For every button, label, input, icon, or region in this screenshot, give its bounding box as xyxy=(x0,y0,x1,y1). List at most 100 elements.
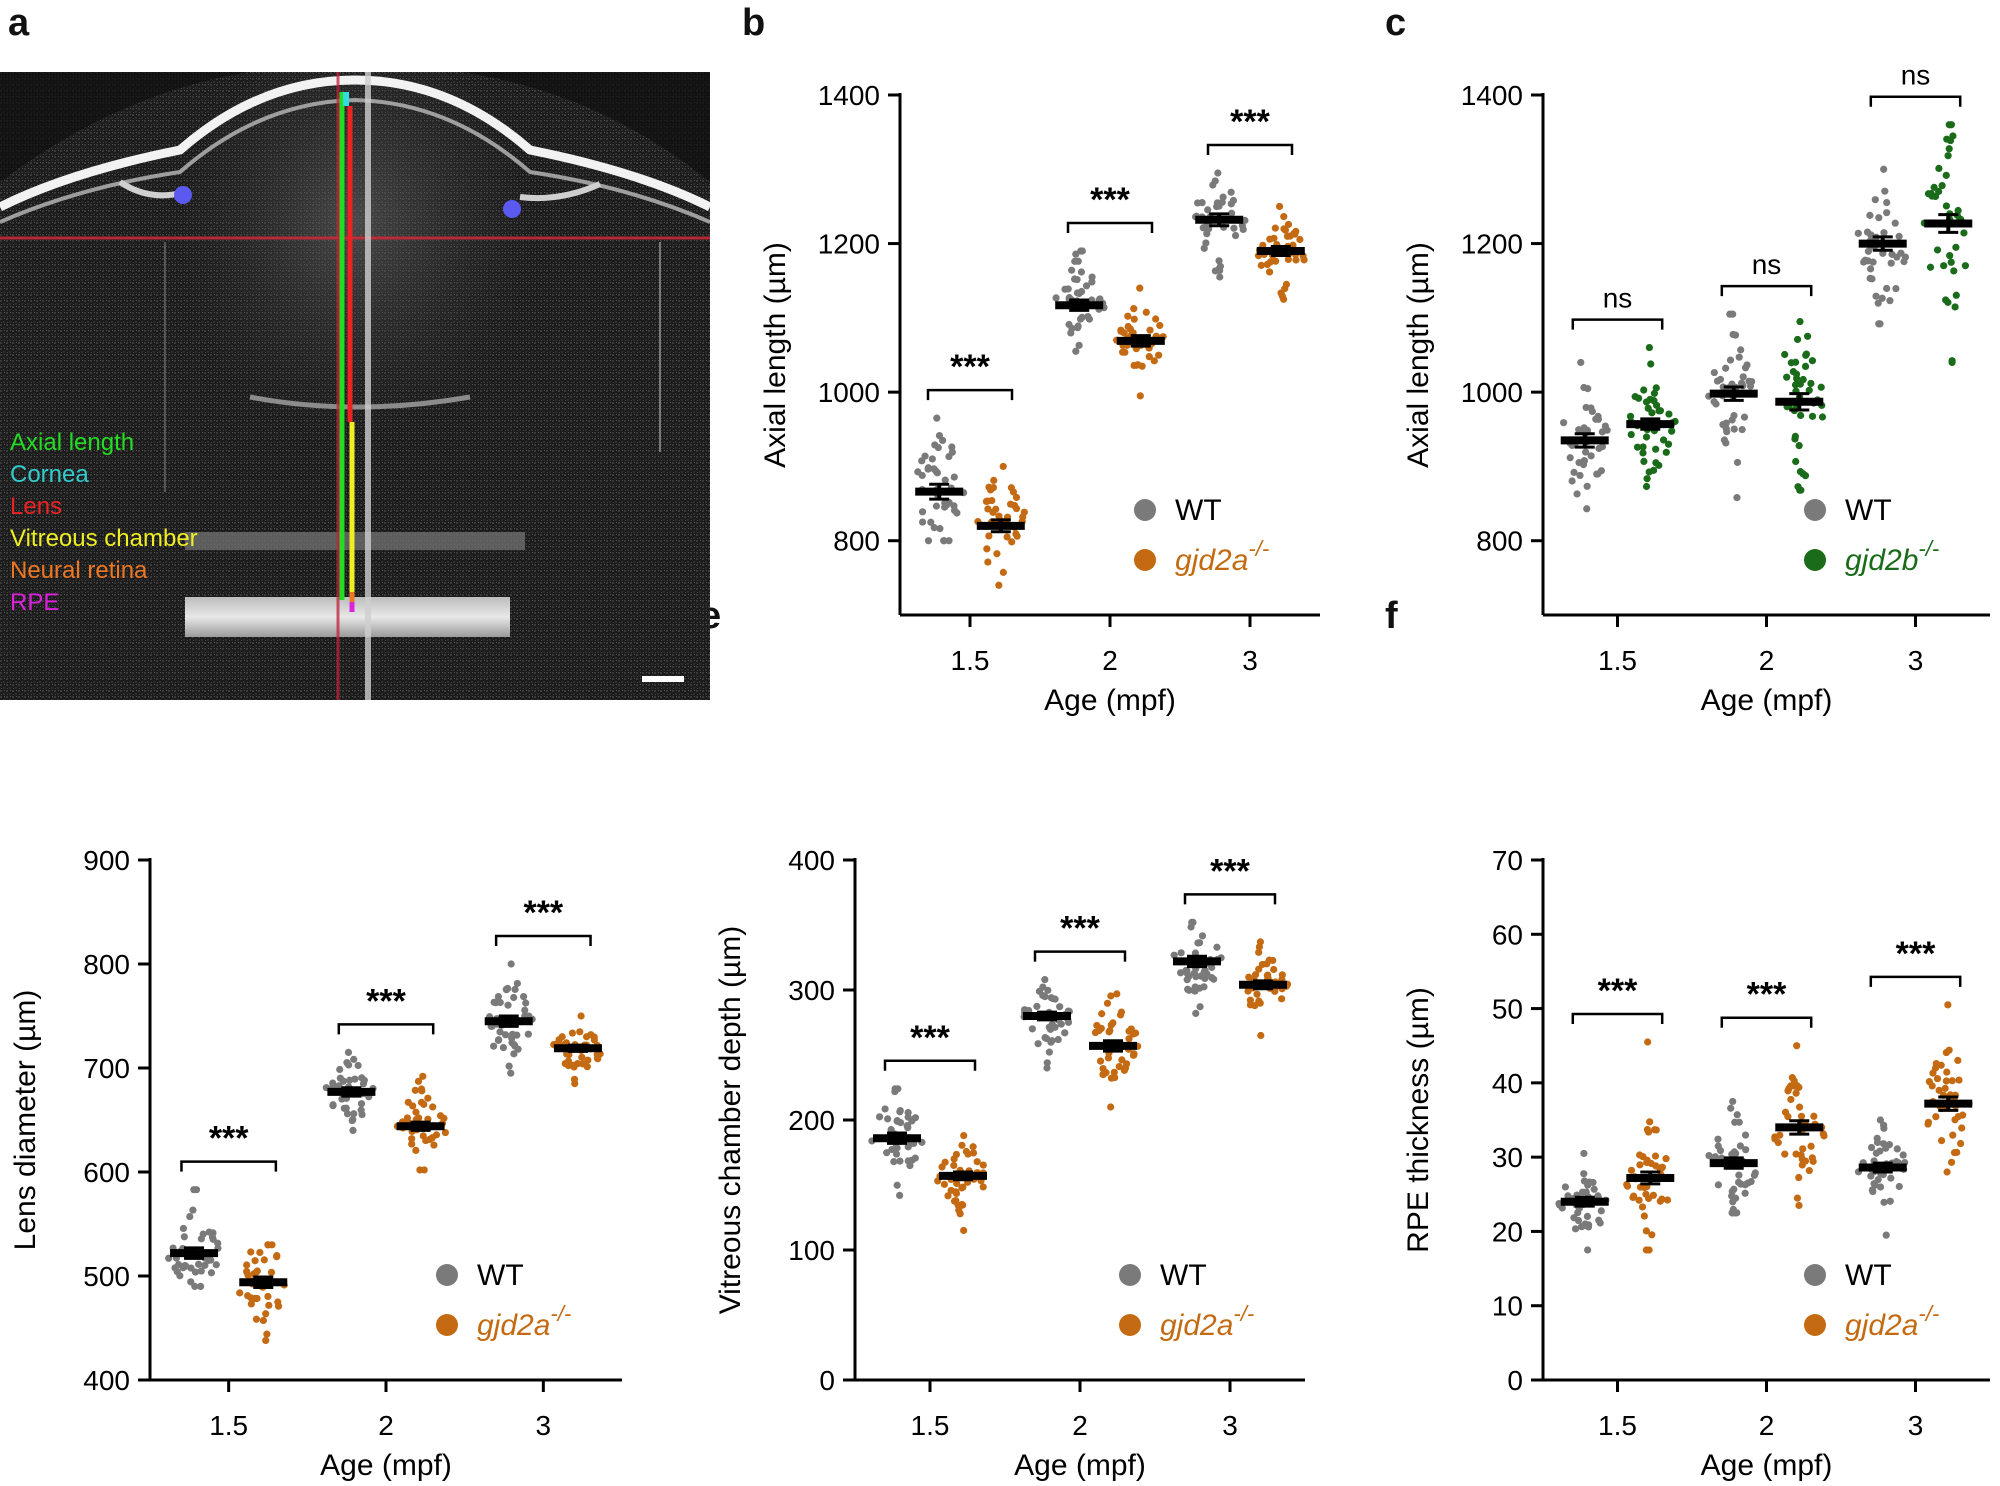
data-point-wt xyxy=(1874,1176,1882,1184)
significance-bracket xyxy=(1206,143,1294,155)
data-point-wt xyxy=(1883,284,1891,293)
data-point-mutant xyxy=(1121,348,1129,356)
data-point-mutant xyxy=(1940,262,1948,270)
data-point-mutant xyxy=(969,1143,977,1151)
data-point-wt xyxy=(1864,247,1873,255)
significance-bracket xyxy=(494,934,592,946)
data-point-mutant xyxy=(1794,483,1802,491)
data-point-mutant xyxy=(1790,1077,1798,1085)
legend-lens: Lens xyxy=(10,493,63,520)
data-point-mutant xyxy=(1652,445,1660,453)
data-point-wt xyxy=(890,1157,898,1166)
data-point-mutant xyxy=(1107,992,1115,1000)
data-point-wt xyxy=(1727,1104,1735,1112)
y-tick-label: 500 xyxy=(83,1261,130,1292)
legend-rpe: RPE xyxy=(10,589,60,616)
data-point-mutant xyxy=(1942,171,1950,179)
data-point-wt xyxy=(1051,1023,1059,1031)
data-point-mutant xyxy=(988,496,996,505)
data-point-mutant xyxy=(1958,1124,1966,1132)
data-point-mutant xyxy=(938,1163,946,1171)
data-point-wt xyxy=(510,993,518,1002)
data-point-mutant xyxy=(1104,1054,1113,1062)
data-point-mutant xyxy=(1643,475,1651,483)
data-point-wt xyxy=(1571,1225,1580,1233)
data-point-mutant xyxy=(1639,449,1647,457)
data-point-mutant xyxy=(1008,538,1016,546)
data-point-wt xyxy=(1211,177,1219,185)
legend-marker-wt xyxy=(1804,1264,1826,1286)
x-tick-label: 2 xyxy=(378,1410,394,1441)
neural-retina-layer xyxy=(185,532,525,550)
legend-marker-mutant xyxy=(1134,549,1156,571)
data-point-wt xyxy=(1876,1116,1884,1124)
data-point-wt xyxy=(1869,1187,1877,1196)
data-point-wt xyxy=(945,537,953,545)
data-point-mutant xyxy=(1263,260,1271,269)
scale-bar xyxy=(642,676,684,682)
data-point-wt xyxy=(510,1041,518,1049)
data-point-mutant xyxy=(1792,457,1800,466)
data-point-wt xyxy=(1895,232,1903,240)
data-point-wt xyxy=(1885,1141,1894,1149)
data-point-mutant xyxy=(1950,267,1958,275)
data-point-wt xyxy=(357,1100,366,1108)
legend-label-mutant: gjd2a-/- xyxy=(1175,536,1269,577)
data-point-wt xyxy=(1882,1231,1890,1239)
data-point-mutant xyxy=(1945,145,1953,153)
data-point-mutant xyxy=(1655,1164,1664,1172)
data-point-mutant xyxy=(1961,262,1970,270)
significance-label: *** xyxy=(366,982,406,1020)
data-point-wt xyxy=(1886,1197,1894,1205)
significance-bracket xyxy=(1571,318,1664,330)
data-point-wt xyxy=(1045,1048,1053,1056)
data-point-mutant xyxy=(243,1267,251,1276)
x-axis-title: Age (mpf) xyxy=(1701,684,1833,717)
data-point-mutant xyxy=(993,550,1001,558)
x-tick-label: 1.5 xyxy=(1598,1410,1637,1441)
significance-bracket xyxy=(1869,95,1962,107)
data-point-mutant xyxy=(1100,1070,1108,1078)
data-point-wt xyxy=(940,537,948,545)
data-point-mutant xyxy=(1124,312,1132,320)
data-point-wt xyxy=(1052,294,1060,302)
data-point-mutant xyxy=(1950,1148,1959,1157)
data-point-wt xyxy=(359,1080,368,1088)
x-axis-title: Age (mpf) xyxy=(320,1449,452,1482)
data-point-wt xyxy=(519,993,528,1001)
data-point-mutant xyxy=(1956,1139,1965,1148)
legend-marker-wt xyxy=(1804,499,1826,521)
data-point-wt xyxy=(1085,315,1093,323)
data-point-mutant xyxy=(1799,375,1807,384)
data-point-wt xyxy=(1215,257,1223,265)
data-point-wt xyxy=(1714,1181,1723,1189)
data-point-mutant xyxy=(1792,370,1801,378)
data-point-wt xyxy=(1739,373,1747,381)
legend-marker-mutant xyxy=(1119,1314,1141,1336)
data-point-mutant xyxy=(1244,987,1252,995)
data-point-wt xyxy=(496,998,504,1007)
data-point-mutant xyxy=(958,1141,966,1149)
data-point-wt xyxy=(1893,1145,1901,1153)
data-point-wt xyxy=(1573,490,1581,498)
data-point-mutant xyxy=(1776,1131,1784,1139)
data-point-wt xyxy=(1719,420,1727,429)
data-point-wt xyxy=(1722,364,1730,372)
data-point-mutant xyxy=(954,1201,962,1209)
data-point-mutant xyxy=(570,1063,578,1071)
data-point-wt xyxy=(329,1101,337,1109)
data-point-wt xyxy=(927,518,935,526)
data-point-mutant xyxy=(1281,285,1289,293)
data-point-mutant xyxy=(1938,181,1946,190)
data-point-wt xyxy=(1735,353,1743,361)
data-point-mutant xyxy=(1255,948,1263,956)
data-point-mutant xyxy=(960,1132,968,1140)
data-point-mutant xyxy=(1668,427,1676,435)
data-point-wt xyxy=(921,452,929,460)
legend-superscript: -/- xyxy=(1918,1301,1939,1326)
data-point-mutant xyxy=(1278,292,1286,300)
data-point-mutant xyxy=(568,1029,577,1037)
data-point-wt xyxy=(1068,266,1076,274)
data-point-mutant xyxy=(1007,500,1015,508)
y-tick-label: 100 xyxy=(788,1235,835,1266)
